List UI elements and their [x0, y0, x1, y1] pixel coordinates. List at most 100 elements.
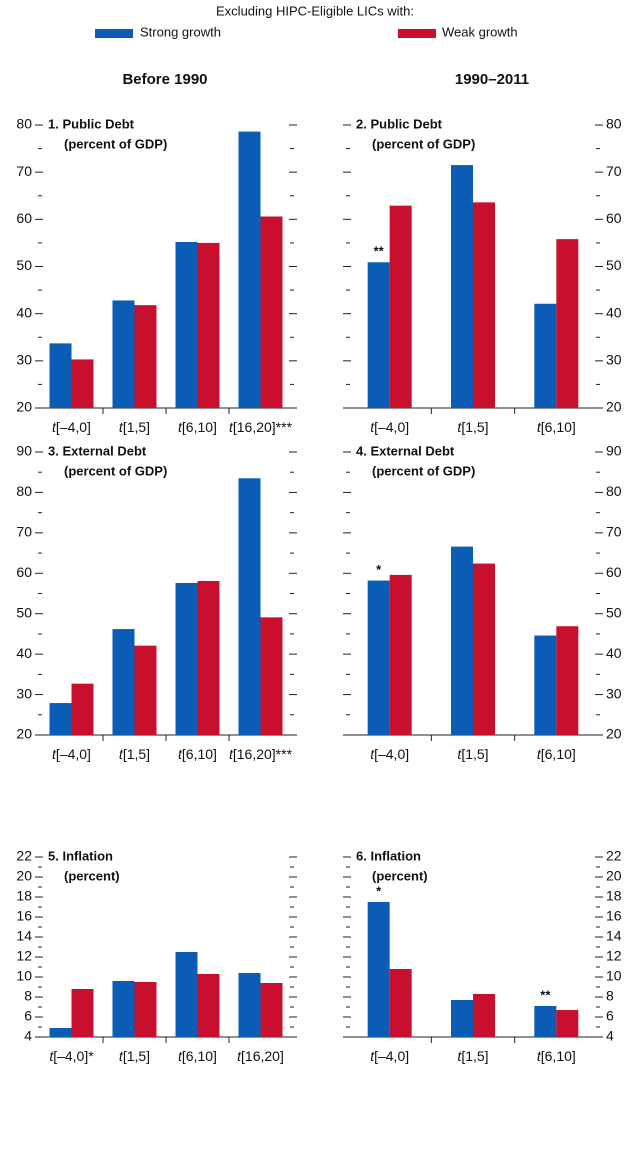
- bar: [473, 563, 495, 735]
- x-tick-label: t[1,5]: [457, 1048, 488, 1064]
- y-tick-label: 14: [606, 928, 622, 944]
- panel-subtitle: (percent of GDP): [372, 463, 475, 478]
- column-title: Before 1990: [122, 71, 207, 88]
- y-tick-label: 30: [16, 352, 32, 368]
- bar: [238, 478, 261, 735]
- y-tick-label: 10: [606, 968, 622, 984]
- y-tick-label: 30: [606, 685, 622, 701]
- y-tick-label: 50: [16, 604, 32, 620]
- y-tick-label: 20: [16, 399, 32, 415]
- x-tick-label: t[6,10]: [537, 746, 576, 762]
- x-tick-label: t[6,10]: [537, 1048, 576, 1064]
- y-tick-label: 8: [606, 988, 614, 1004]
- y-tick-label: 20: [606, 868, 622, 884]
- bar: [71, 989, 94, 1037]
- x-tick-label-rest: [–4,0]*: [53, 1048, 94, 1064]
- bar: [473, 202, 495, 408]
- significance-label: **: [540, 987, 551, 1002]
- significance-label: *: [376, 883, 382, 898]
- y-tick-label: 18: [606, 888, 622, 904]
- y-tick-label: 6: [606, 1008, 614, 1024]
- bar: [134, 645, 157, 735]
- x-tick-label-italic: t: [370, 1048, 375, 1064]
- x-tick-label-rest: [16,20]***: [233, 419, 293, 435]
- panel-title: 1. Public Debt: [48, 116, 135, 131]
- y-tick-label: 80: [16, 116, 32, 132]
- bar: [451, 546, 473, 735]
- y-tick-label: 80: [606, 116, 622, 132]
- bar: [260, 617, 283, 735]
- y-tick-label: 60: [16, 210, 32, 226]
- x-tick-label-italic: t: [49, 1048, 54, 1064]
- bar: [197, 580, 220, 735]
- x-tick-label: t[6,10]: [178, 746, 217, 762]
- x-tick-label: t[1,5]: [457, 746, 488, 762]
- legend-swatch: [95, 29, 133, 38]
- y-tick-label: 50: [16, 257, 32, 273]
- y-tick-label: 70: [606, 524, 622, 540]
- x-tick-label-rest: [16,20]***: [233, 746, 293, 762]
- panel-subtitle: (percent): [372, 868, 428, 883]
- y-tick-label: 80: [606, 483, 622, 499]
- y-tick-label: 70: [16, 524, 32, 540]
- x-tick-label-italic: t: [229, 746, 234, 762]
- panel-title: 4. External Debt: [356, 443, 455, 458]
- bar: [367, 902, 390, 1037]
- bar: [389, 574, 412, 735]
- x-tick-label: t[–4,0]: [52, 746, 91, 762]
- x-tick-label-italic: t: [537, 1048, 542, 1064]
- bar: [451, 1000, 473, 1037]
- bar: [134, 982, 157, 1037]
- y-tick-label: 6: [24, 1008, 32, 1024]
- y-tick-label: 90: [606, 443, 622, 459]
- bar: [197, 242, 220, 408]
- x-tick-label-italic: t: [52, 419, 57, 435]
- panel-subtitle: (percent of GDP): [64, 136, 167, 151]
- x-tick-label: t[–4,0]: [370, 1048, 409, 1064]
- bar: [260, 216, 283, 408]
- column-title: 1990–2011: [455, 71, 529, 88]
- y-tick-label: 20: [606, 726, 622, 742]
- y-tick-label: 12: [606, 948, 622, 964]
- x-tick-label-italic: t: [237, 1048, 242, 1064]
- legend-swatch: [398, 29, 436, 38]
- bar: [175, 952, 198, 1037]
- bar: [175, 582, 198, 735]
- y-tick-label: 20: [606, 399, 622, 415]
- x-tick-label-rest: [–4,0]: [374, 746, 409, 762]
- x-tick-label-italic: t: [457, 419, 462, 435]
- x-tick-label: t[16,20]: [237, 1048, 284, 1064]
- bar: [534, 303, 557, 408]
- panel-title: 2. Public Debt: [356, 116, 443, 131]
- x-tick-label-rest: [1,5]: [123, 746, 150, 762]
- bar: [71, 359, 94, 408]
- bar: [367, 262, 390, 408]
- x-tick-label-italic: t: [119, 746, 124, 762]
- y-tick-label: 10: [16, 968, 32, 984]
- y-tick-label: 60: [606, 210, 622, 226]
- x-tick-label: t[1,5]: [119, 746, 150, 762]
- y-tick-label: 50: [606, 257, 622, 273]
- legend-label: Weak growth: [442, 24, 518, 39]
- x-tick-label-rest: [1,5]: [123, 1048, 150, 1064]
- bar: [112, 300, 135, 408]
- x-tick-label-italic: t: [370, 746, 375, 762]
- x-tick-label-italic: t: [178, 746, 183, 762]
- significance-label: **: [374, 244, 385, 259]
- x-tick-label-italic: t: [52, 746, 57, 762]
- x-tick-label-italic: t: [457, 746, 462, 762]
- x-tick-label-rest: [1,5]: [461, 746, 488, 762]
- y-tick-label: 4: [606, 1028, 614, 1044]
- x-tick-label-rest: [6,10]: [541, 419, 576, 435]
- bar: [49, 1028, 72, 1037]
- bar: [49, 343, 72, 408]
- y-tick-label: 70: [606, 163, 622, 179]
- x-tick-label: t[1,5]: [119, 1048, 150, 1064]
- x-tick-label-rest: [1,5]: [461, 419, 488, 435]
- y-tick-label: 20: [16, 868, 32, 884]
- panel-title: 6. Inflation: [356, 848, 421, 863]
- bar: [112, 981, 135, 1037]
- y-tick-label: 18: [16, 888, 32, 904]
- y-tick-label: 80: [16, 483, 32, 499]
- x-tick-label-rest: [1,5]: [123, 419, 150, 435]
